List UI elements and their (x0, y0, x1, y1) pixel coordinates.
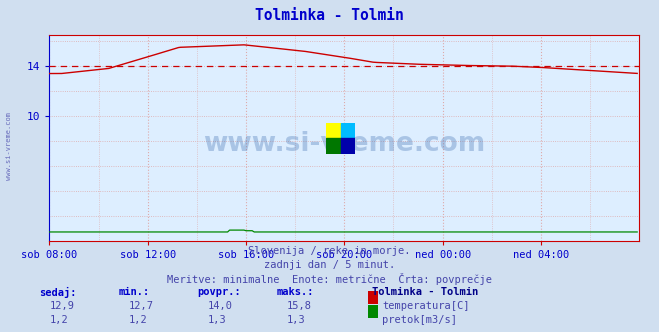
Bar (326, 123, 341, 138)
Text: sedaj:: sedaj: (40, 287, 77, 298)
Text: povpr.:: povpr.: (198, 287, 241, 297)
Bar (341, 138, 355, 154)
Text: min.:: min.: (119, 287, 150, 297)
Bar (341, 123, 355, 138)
Text: 1,3: 1,3 (287, 315, 305, 325)
Text: 12,9: 12,9 (49, 301, 74, 311)
Text: Tolminka - Tolmin: Tolminka - Tolmin (372, 287, 478, 297)
Text: Meritve: minimalne  Enote: metrične  Črta: povprečje: Meritve: minimalne Enote: metrične Črta:… (167, 273, 492, 285)
Text: pretok[m3/s]: pretok[m3/s] (382, 315, 457, 325)
Text: 12,7: 12,7 (129, 301, 154, 311)
Text: 15,8: 15,8 (287, 301, 312, 311)
Text: maks.:: maks.: (277, 287, 314, 297)
Text: Tolminka - Tolmin: Tolminka - Tolmin (255, 8, 404, 23)
Text: temperatura[C]: temperatura[C] (382, 301, 470, 311)
Text: zadnji dan / 5 minut.: zadnji dan / 5 minut. (264, 260, 395, 270)
Text: 1,2: 1,2 (49, 315, 68, 325)
Text: Slovenija / reke in morje.: Slovenija / reke in morje. (248, 246, 411, 256)
Text: 1,3: 1,3 (208, 315, 226, 325)
Text: 1,2: 1,2 (129, 315, 147, 325)
Text: 14,0: 14,0 (208, 301, 233, 311)
Text: www.si-vreme.com: www.si-vreme.com (5, 112, 12, 180)
Bar (326, 138, 341, 154)
Text: www.si-vreme.com: www.si-vreme.com (203, 131, 486, 157)
